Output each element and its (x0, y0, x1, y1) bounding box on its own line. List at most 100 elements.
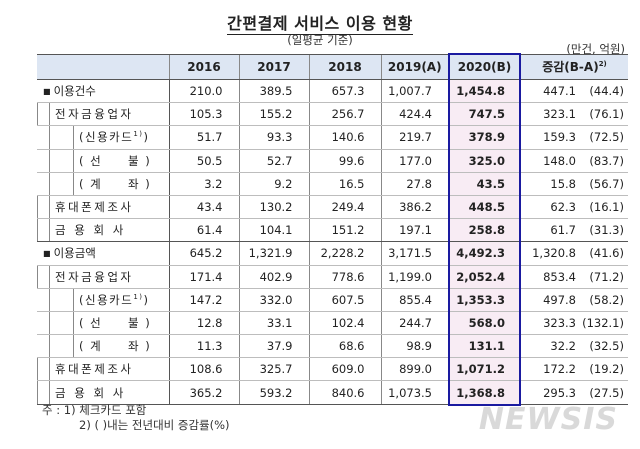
cell-2019a: 1,199.0 (380, 265, 449, 289)
row-label: ( 선 불 ) (37, 149, 169, 173)
cell-2019a: 244.7 (380, 311, 449, 336)
cell-2017: 52.7 (238, 149, 309, 173)
change-percent: (19.2) (589, 362, 624, 377)
unit-label: (만건, 억원) (566, 42, 625, 56)
cell-2019a: 1,073.5 (380, 380, 449, 406)
change-value: 447.1 (543, 84, 576, 99)
cell-2016: 105.3 (168, 102, 239, 127)
change-value: 323.1 (543, 107, 576, 122)
header-2018: 2018 (308, 53, 381, 80)
change-value: 323.3 (543, 315, 576, 330)
cell-2016: 11.3 (168, 334, 239, 359)
cell-2017: 402.9 (238, 265, 309, 289)
row-label: 금 용 회 사 (37, 380, 169, 406)
change-percent: (16.1) (589, 200, 624, 215)
footnote-1: 주 : 1) 체크카드 포함 (42, 403, 147, 417)
change-value: 32.2 (550, 339, 576, 354)
subtitle: (일평균 기준) (287, 33, 353, 47)
cell-change: 148.0 (83.7) (519, 149, 628, 173)
change-value: 1,320.8 (532, 246, 576, 261)
change-percent: (71.2) (589, 269, 624, 284)
cell-2016: 51.7 (168, 125, 239, 150)
table-row: ( 선 불 ) 12.8 33.1 102.4 244.7 568.0 323.3 (132.… (37, 311, 628, 336)
cell-2016: 108.6 (168, 357, 239, 382)
change-percent: (132.1) (582, 315, 624, 330)
cell-2020b: 258.8 (448, 218, 521, 243)
row-label: ( 계 좌 ) (37, 334, 169, 359)
table-row: ■ 이용건수 210.0 389.5 657.3 1,007.7 1,454.8 447.1 (… (37, 79, 628, 104)
cell-2016: 50.5 (168, 149, 239, 173)
cell-2019a: 899.0 (380, 357, 449, 382)
cell-2016: 210.0 (168, 79, 239, 104)
change-value: 159.3 (543, 130, 576, 145)
cell-2018: 256.7 (308, 102, 381, 127)
table-row: ( 계 좌 ) 3.2 9.2 16.5 27.8 43.5 15.8 (56.7) (37, 172, 628, 196)
cell-2020b: 1,368.8 (448, 380, 521, 406)
cell-2019a: 197.1 (380, 218, 449, 243)
cell-2018: 151.2 (308, 218, 381, 243)
page-title: 간편결제 서비스 이용 현황 (227, 14, 413, 35)
row-label: 휴대폰제조사 (37, 357, 169, 382)
row-label: ( 선 불 ) (37, 311, 169, 336)
header-change: 증감(B-A)2) (519, 53, 628, 80)
cell-2019a: 98.9 (380, 334, 449, 359)
cell-2018: 778.6 (308, 265, 381, 289)
change-value: 61.7 (550, 223, 576, 238)
table-row: 전자금융업자 171.4 402.9 778.6 1,199.0 2,052.4 853.4… (37, 265, 628, 289)
cell-2018: 840.6 (308, 380, 381, 406)
row-label: (신용카드1)) (37, 125, 169, 150)
change-percent: (31.3) (589, 223, 624, 238)
cell-2016: 3.2 (168, 172, 239, 196)
row-label: 금 용 회 사 (37, 218, 169, 243)
cell-2020b: 1,071.2 (448, 357, 521, 382)
cell-2019a: 424.4 (380, 102, 449, 127)
cell-2019a: 1,007.7 (380, 79, 449, 104)
change-percent: (56.7) (589, 176, 624, 191)
cell-change: 32.2 (32.5) (519, 334, 628, 359)
cell-2020b: 448.5 (448, 195, 521, 220)
table-row: 금 용 회 사 61.4 104.1 151.2 197.1 258.8 61.7 (31.3… (37, 218, 628, 243)
change-percent: (58.2) (589, 292, 624, 307)
row-label: ■ 이용금액 (37, 241, 169, 266)
cell-change: 1,320.8 (41.6) (519, 241, 628, 266)
header-2020: 2020(B) (448, 53, 521, 80)
table-row: 휴대폰제조사 108.6 325.7 609.0 899.0 1,071.2 172.2 (1… (37, 357, 628, 382)
table-row: (신용카드1)) 147.2 332.0 607.5 855.4 1,353.3 497.8… (37, 288, 628, 312)
cell-2017: 1,321.9 (238, 241, 309, 266)
header-2016: 2016 (168, 53, 239, 80)
cell-2020b: 568.0 (448, 311, 521, 336)
cell-change: 62.3 (16.1) (519, 195, 628, 220)
cell-2016: 43.4 (168, 195, 239, 220)
cell-2020b: 747.5 (448, 102, 521, 127)
cell-2020b: 1,454.8 (448, 79, 521, 104)
cell-2016: 12.8 (168, 311, 239, 336)
cell-2019a: 3,171.5 (380, 241, 449, 266)
cell-2017: 104.1 (238, 218, 309, 243)
change-value: 15.8 (550, 176, 576, 191)
cell-2018: 68.6 (308, 334, 381, 359)
change-value: 62.3 (550, 200, 576, 215)
cell-2018: 99.6 (308, 149, 381, 173)
table-row: 휴대폰제조사 43.4 130.2 249.4 386.2 448.5 62.3 (16.1) (37, 195, 628, 220)
cell-2018: 2,228.2 (308, 241, 381, 266)
cell-2019a: 177.0 (380, 149, 449, 173)
table-row: 금 용 회 사 365.2 593.2 840.6 1,073.5 1,368.8 295.… (37, 380, 628, 406)
cell-2019a: 855.4 (380, 288, 449, 312)
table-row: ( 계 좌 ) 11.3 37.9 68.6 98.9 131.1 32.2 (32.5) (37, 334, 628, 359)
cell-2016: 365.2 (168, 380, 239, 406)
payment-stats-table: 2016 2017 2018 2019(A) 2020(B) 증감(B-A)2)… (37, 53, 628, 406)
cell-2020b: 2,052.4 (448, 265, 521, 289)
cell-change: 497.8 (58.2) (519, 288, 628, 312)
change-percent: (44.4) (589, 84, 624, 99)
cell-2019a: 219.7 (380, 125, 449, 150)
cell-2020b: 4,492.3 (448, 241, 521, 266)
cell-change: 172.2 (19.2) (519, 357, 628, 382)
cell-2018: 16.5 (308, 172, 381, 196)
cell-2016: 645.2 (168, 241, 239, 266)
cell-2016: 171.4 (168, 265, 239, 289)
table-row: 전자금융업자 105.3 155.2 256.7 424.4 747.5 323.1 (76.… (37, 102, 628, 127)
change-percent: (41.6) (589, 246, 624, 261)
cell-2018: 140.6 (308, 125, 381, 150)
cell-2018: 657.3 (308, 79, 381, 104)
cell-change: 323.3 (132.1) (519, 311, 628, 336)
